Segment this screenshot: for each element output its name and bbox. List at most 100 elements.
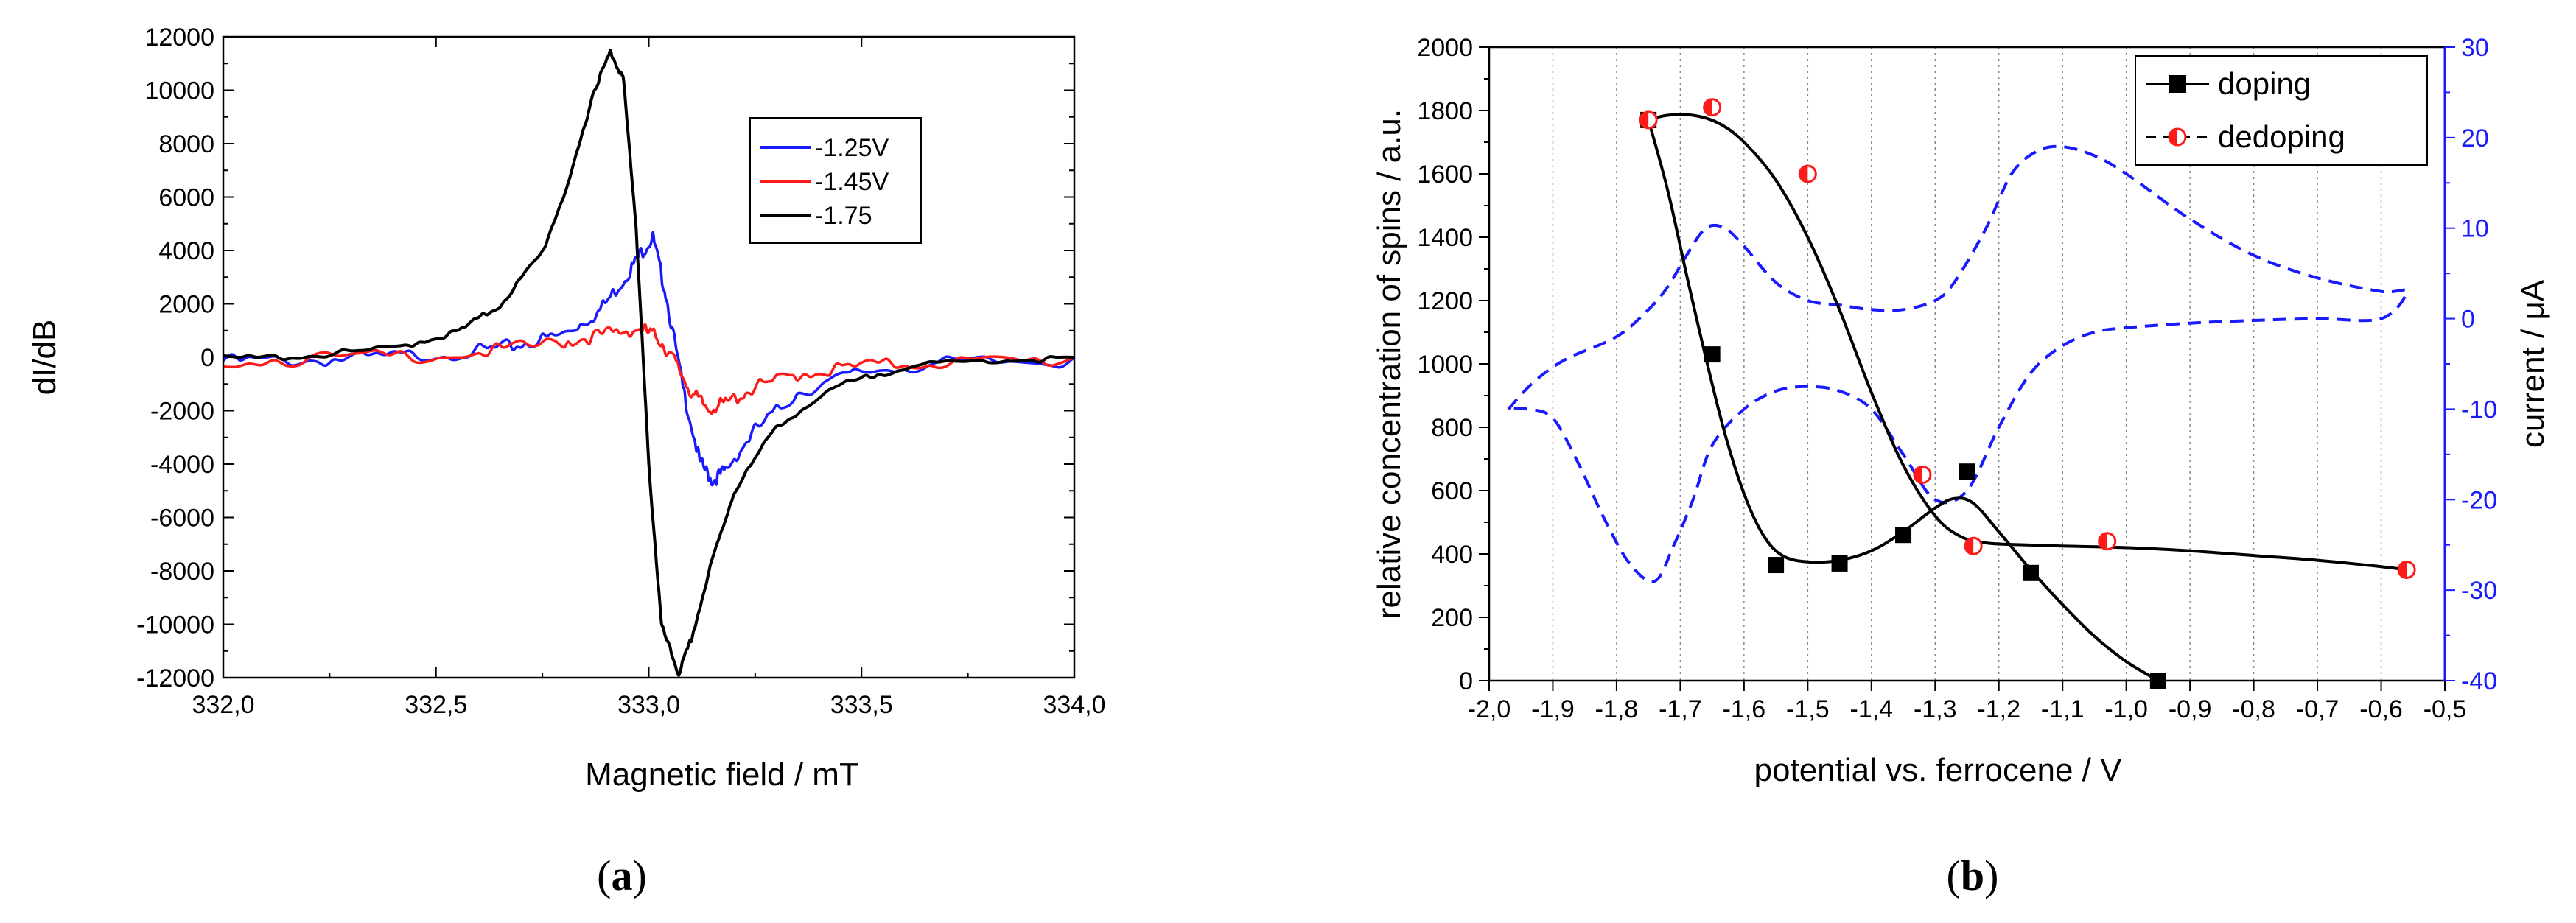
panel-a-chart: 12000 10000 8000 6000 4000 2000 0 -2000 -4000 -60… xyxy=(27,24,1106,899)
b-dedoping-marker-fill xyxy=(1965,538,1974,555)
a-y-tick-label: -8000 xyxy=(150,558,214,586)
a-y-tick-label: -6000 xyxy=(150,505,214,533)
b-x-tick-label: -2,0 xyxy=(1468,695,1511,723)
b-legend-label-doping: doping xyxy=(2218,66,2311,101)
b-y-right-tick-label: -40 xyxy=(2461,667,2497,695)
a-legend-label-series-3: -1.75 xyxy=(815,202,872,230)
b-y-right-tick-label: -10 xyxy=(2461,396,2497,424)
b-y-right-tick-label: 10 xyxy=(2461,215,2489,243)
b-x-tick-label: -0,7 xyxy=(2296,695,2339,723)
b-doping-marker xyxy=(1704,346,1721,363)
a-plot-frame xyxy=(222,35,1076,679)
a-series-black-line xyxy=(223,49,1075,677)
b-doping-marker xyxy=(1959,463,1975,480)
b-y-right-tick-label: 0 xyxy=(2461,306,2475,334)
b-doping-marker xyxy=(1831,555,1848,572)
b-y-tick-label: 600 xyxy=(1431,477,1473,505)
a-y-tick-labels: 12000 10000 8000 6000 4000 2000 0 -2000 -4000 -60… xyxy=(136,24,214,692)
b-series-current-line xyxy=(1507,144,2409,583)
a-y-tick-label: 10000 xyxy=(144,77,214,105)
a-legend: -1.25V -1.45V -1.75 xyxy=(749,117,922,244)
a-x-axis-title: Magnetic field / mT xyxy=(585,757,859,793)
a-series-blue-line xyxy=(222,231,1076,487)
b-dedoping-marker-fill xyxy=(2099,533,2107,550)
a-x-tick-label: 333,0 xyxy=(617,691,680,719)
b-y-right-axis-title: current / μA xyxy=(2515,279,2551,448)
b-legend-marker-dedoping-fill xyxy=(2169,129,2177,145)
a-x-tick-labels: 332,0 332,5 333,0 333,5 334,0 xyxy=(192,691,1105,719)
b-y-axis-title: relative concentration of spins / a.u. xyxy=(1371,109,1407,619)
a-y-tick-label: 8000 xyxy=(158,130,214,158)
b-legend-marker-doping xyxy=(2169,75,2186,93)
b-y-tick-label: 200 xyxy=(1431,604,1473,632)
b-x-tick-label: -1,0 xyxy=(2104,695,2148,723)
b-y-tick-label: 1000 xyxy=(1417,351,1473,379)
b-x-axis-title: potential vs. ferrocene / V xyxy=(1754,752,2123,788)
a-y-tick-label: -4000 xyxy=(150,451,214,479)
a-x-tick-label: 332,0 xyxy=(192,691,254,719)
a-y-axis-title: dI/dB xyxy=(27,320,63,396)
a-y-tick-label: 0 xyxy=(200,344,214,372)
a-y-tick-label: 2000 xyxy=(158,291,214,319)
b-x-tick-label: -0,9 xyxy=(2169,695,2212,723)
b-y-right-tick-label: -30 xyxy=(2461,577,2497,605)
b-x-tick-label: -1,5 xyxy=(1786,695,1830,723)
panel-b-chart: 0 200 400 600 800 1000 1200 1400 1600 1800 2000 -4… xyxy=(1371,34,2551,899)
b-legend-box xyxy=(2135,55,2428,166)
b-y-tick-label: 400 xyxy=(1431,541,1473,569)
b-series-group xyxy=(1507,98,2416,689)
b-dedoping-marker-fill xyxy=(1640,111,1649,128)
b-legend: doping dedoping xyxy=(2135,55,2428,166)
b-y-tick-label: 1800 xyxy=(1417,97,1473,125)
b-dedoping-marker-fill xyxy=(1914,466,1922,483)
b-y-tick-label: 1600 xyxy=(1417,161,1473,189)
a-x-tick-label: 332,5 xyxy=(405,691,467,719)
b-dedoping-marker-fill xyxy=(2398,561,2407,578)
b-panel-label: (b) xyxy=(1947,852,1999,899)
a-series-group xyxy=(222,49,1076,677)
a-y-tick-label: 12000 xyxy=(144,24,214,52)
b-y-right-tick-labels: -40 -30 -20 -10 0 10 20 30 xyxy=(2461,34,2497,695)
b-y-right-tick-label: -20 xyxy=(2461,486,2497,514)
a-series-red-line xyxy=(223,323,1075,415)
b-x-tick-label: -0,5 xyxy=(2423,695,2467,723)
a-y-tick-label: 4000 xyxy=(158,237,214,265)
a-y-tick-label: -12000 xyxy=(136,664,214,692)
b-x-tick-label: -1,1 xyxy=(2041,695,2085,723)
b-y-tick-marks xyxy=(1479,46,1489,681)
b-x-tick-label: -1,4 xyxy=(1850,695,1894,723)
a-legend-label-series-1: -1.25V xyxy=(815,134,889,162)
b-y-tick-label: 800 xyxy=(1431,414,1473,442)
a-y-tick-label: -10000 xyxy=(136,611,214,639)
b-x-tick-label: -1,2 xyxy=(1977,695,2020,723)
b-doping-marker xyxy=(1768,557,1785,574)
a-y-tick-label: -2000 xyxy=(150,398,214,426)
b-x-tick-label: -1,7 xyxy=(1659,695,1702,723)
b-y-tick-label: 2000 xyxy=(1417,34,1473,62)
b-x-tick-label: -1,6 xyxy=(1723,695,1766,723)
b-x-tick-label: -0,6 xyxy=(2359,695,2403,723)
b-series-dedoping-fit-line xyxy=(1648,113,2407,572)
b-y-tick-label: 1200 xyxy=(1417,287,1473,315)
b-x-tick-label: -1,9 xyxy=(1531,695,1575,723)
b-y-right-tick-label: 20 xyxy=(2461,124,2489,152)
b-x-tick-label: -1,8 xyxy=(1595,695,1639,723)
b-doping-marker xyxy=(2022,564,2039,581)
b-y-tick-labels: 0 200 400 600 800 1000 1200 1400 1600 1800 2000 xyxy=(1417,34,1473,695)
a-legend-label-series-2: -1.45V xyxy=(815,168,889,196)
b-y-right-tick-marks xyxy=(2445,46,2455,681)
b-dedoping-marker-fill xyxy=(1704,99,1712,116)
b-y-right-tick-label: 30 xyxy=(2461,34,2489,62)
a-y-tick-label: 6000 xyxy=(158,184,214,212)
b-x-tick-label: -0,8 xyxy=(2232,695,2275,723)
b-series-doping-fit-line xyxy=(1647,119,2159,682)
b-x-tick-labels: -2,0 -1,9 -1,8 -1,7 -1,6 -1,5 -1,4 -1,3 -1,2 -1,1… xyxy=(1468,695,2467,723)
b-legend-label-dedoping: dedoping xyxy=(2218,119,2345,154)
a-x-tick-label: 334,0 xyxy=(1043,691,1105,719)
b-doping-marker xyxy=(1895,527,1912,544)
a-x-tick-label: 333,5 xyxy=(830,691,893,719)
b-x-tick-label: -1,3 xyxy=(1914,695,1957,723)
b-y-tick-label: 1400 xyxy=(1417,224,1473,252)
b-x-tick-marks xyxy=(1488,681,2446,691)
